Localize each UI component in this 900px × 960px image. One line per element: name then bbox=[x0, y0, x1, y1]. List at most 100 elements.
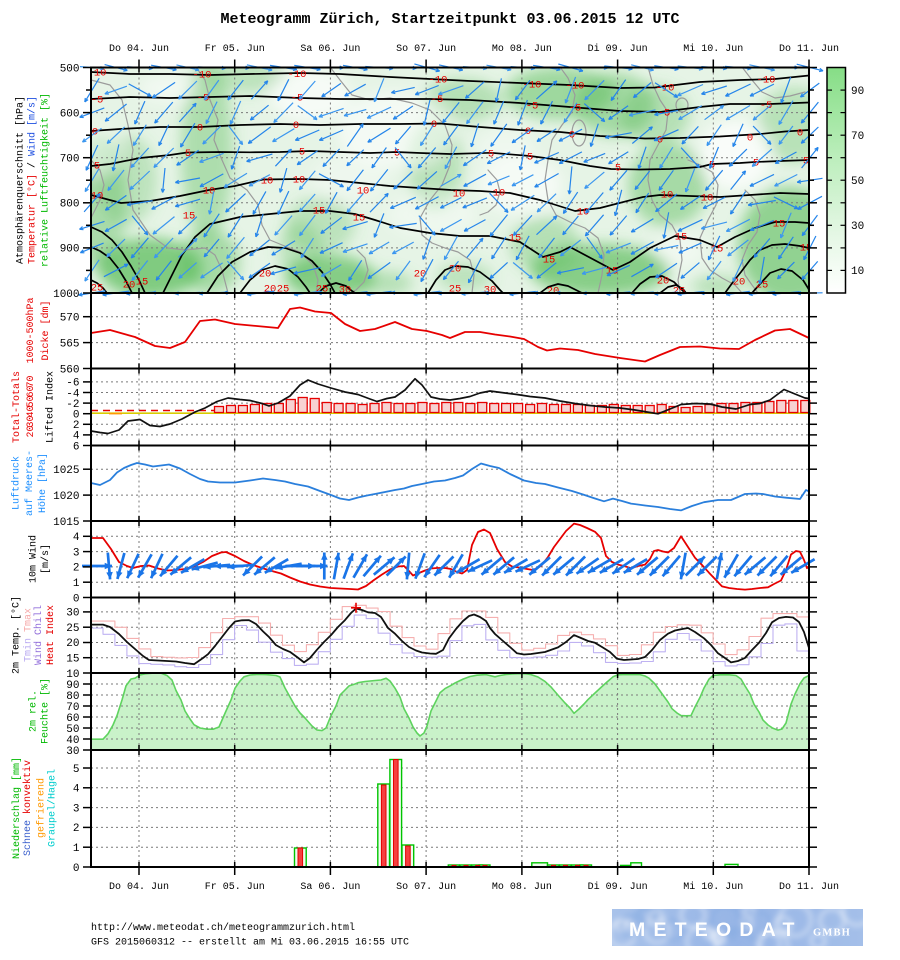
svg-text:Meteogramm Zürich, Startzeitpu: Meteogramm Zürich, Startzeitpunkt 03.06.… bbox=[220, 11, 679, 28]
svg-text:30: 30 bbox=[339, 285, 352, 297]
svg-text:50: 50 bbox=[66, 724, 79, 736]
svg-text:15: 15 bbox=[773, 219, 786, 231]
svg-text:0: 0 bbox=[569, 130, 575, 142]
svg-text:Luftdruck: Luftdruck bbox=[11, 456, 23, 510]
svg-text:5: 5 bbox=[803, 156, 809, 168]
svg-text:2m Temp. [°C]: 2m Temp. [°C] bbox=[11, 596, 23, 674]
svg-text:1025: 1025 bbox=[53, 465, 79, 477]
svg-text:Mo 08. Jun: Mo 08. Jun bbox=[492, 44, 552, 55]
svg-text:1015: 1015 bbox=[53, 517, 79, 529]
svg-text:Do 11. Jun: Do 11. Jun bbox=[779, 44, 839, 55]
svg-text:auf Meeres-: auf Meeres- bbox=[24, 450, 36, 516]
svg-text:gefrierend: gefrierend bbox=[36, 778, 48, 838]
svg-text:-10: -10 bbox=[429, 75, 448, 87]
svg-text:4: 4 bbox=[73, 784, 80, 796]
svg-text:0: 0 bbox=[431, 119, 437, 131]
svg-text:Tmin Tmax: Tmin Tmax bbox=[23, 608, 35, 662]
svg-text:10: 10 bbox=[661, 190, 674, 202]
svg-text:GMBH: GMBH bbox=[813, 928, 851, 939]
svg-text:25: 25 bbox=[316, 284, 329, 296]
svg-text:15: 15 bbox=[66, 654, 79, 666]
svg-text:METEODAT: METEODAT bbox=[629, 919, 803, 941]
svg-text:1: 1 bbox=[73, 843, 80, 855]
svg-text:0: 0 bbox=[73, 410, 80, 422]
svg-text:-2: -2 bbox=[66, 399, 79, 411]
svg-text:70: 70 bbox=[66, 702, 79, 714]
svg-text:15: 15 bbox=[313, 206, 326, 218]
svg-text:15: 15 bbox=[183, 211, 196, 223]
svg-text:500: 500 bbox=[60, 63, 80, 75]
svg-text:10: 10 bbox=[701, 193, 714, 205]
svg-text:600: 600 bbox=[60, 108, 80, 120]
svg-text:25: 25 bbox=[66, 623, 79, 635]
svg-text:-5: -5 bbox=[197, 93, 210, 105]
svg-text:-5: -5 bbox=[91, 95, 104, 107]
svg-text:Do 11. Jun: Do 11. Jun bbox=[779, 882, 839, 893]
svg-text:0: 0 bbox=[73, 863, 80, 875]
svg-text:6: 6 bbox=[73, 441, 80, 453]
svg-text:3: 3 bbox=[73, 803, 80, 815]
svg-text:700: 700 bbox=[60, 154, 80, 166]
svg-text:2: 2 bbox=[73, 563, 80, 575]
svg-text:10: 10 bbox=[493, 188, 506, 200]
svg-text:25: 25 bbox=[91, 283, 104, 295]
svg-text:3: 3 bbox=[73, 547, 80, 559]
svg-text:30: 30 bbox=[484, 285, 497, 297]
svg-text:Di 09. Jun: Di 09. Jun bbox=[588, 881, 648, 893]
svg-text:Niederschlag [mm]: Niederschlag [mm] bbox=[11, 757, 23, 859]
svg-text:Dicke [dm]: Dicke [dm] bbox=[40, 300, 52, 360]
svg-text:20: 20 bbox=[123, 280, 136, 292]
svg-text:-10: -10 bbox=[193, 70, 212, 82]
svg-text:50: 50 bbox=[851, 176, 864, 188]
svg-text:15: 15 bbox=[800, 243, 813, 255]
svg-text:20: 20 bbox=[259, 269, 272, 281]
svg-text:Mi 10. Jun: Mi 10. Jun bbox=[683, 43, 743, 55]
svg-text:-10: -10 bbox=[288, 69, 307, 81]
svg-text:So 07. Jun: So 07. Jun bbox=[396, 882, 456, 893]
svg-text:Schnee konvektiv: Schnee konvektiv bbox=[22, 760, 34, 856]
svg-text:5: 5 bbox=[94, 161, 100, 173]
svg-text:20: 20 bbox=[66, 638, 79, 650]
svg-text:1000-500hPa: 1000-500hPa bbox=[25, 297, 37, 363]
svg-text:-5: -5 bbox=[526, 101, 539, 113]
svg-text:Sa 06. Jun: Sa 06. Jun bbox=[300, 882, 360, 893]
svg-text:70: 70 bbox=[26, 375, 37, 387]
svg-text:565: 565 bbox=[60, 338, 80, 350]
svg-text:Sa 06. Jun: Sa 06. Jun bbox=[300, 44, 360, 55]
svg-text:40: 40 bbox=[26, 405, 37, 417]
svg-text:-10: -10 bbox=[566, 81, 585, 93]
svg-text:Mi 10. Jun: Mi 10. Jun bbox=[683, 881, 743, 893]
svg-text:5: 5 bbox=[615, 163, 621, 175]
svg-text:4: 4 bbox=[73, 431, 80, 443]
svg-text:Mo 08. Jun: Mo 08. Jun bbox=[492, 882, 552, 893]
svg-text:10: 10 bbox=[203, 186, 216, 198]
svg-text:relative Luftfeuchtigkeit [%]: relative Luftfeuchtigkeit [%] bbox=[40, 93, 52, 267]
svg-text:1020: 1020 bbox=[53, 491, 79, 503]
svg-text:[m/s]: [m/s] bbox=[40, 544, 52, 574]
svg-text:5: 5 bbox=[299, 147, 305, 159]
svg-text:5: 5 bbox=[488, 149, 494, 161]
svg-text:15: 15 bbox=[353, 213, 366, 225]
svg-text:-5: -5 bbox=[431, 94, 444, 106]
svg-text:10: 10 bbox=[293, 175, 306, 187]
svg-text:50: 50 bbox=[26, 395, 37, 407]
svg-text:0: 0 bbox=[197, 123, 203, 135]
svg-text:1: 1 bbox=[73, 578, 80, 590]
svg-text:Höhe [hPa]: Höhe [hPa] bbox=[37, 453, 49, 513]
svg-text:0: 0 bbox=[657, 135, 663, 147]
svg-text:30: 30 bbox=[66, 608, 79, 620]
svg-text:5: 5 bbox=[394, 148, 400, 160]
svg-text:20: 20 bbox=[449, 264, 462, 276]
svg-text:http://www.meteodat.ch/meteogr: http://www.meteodat.ch/meteogrammzurich.… bbox=[91, 922, 355, 934]
svg-text:10: 10 bbox=[453, 189, 466, 201]
svg-text:80: 80 bbox=[66, 691, 79, 703]
svg-text:10: 10 bbox=[851, 266, 864, 278]
svg-text:560: 560 bbox=[60, 364, 80, 376]
svg-text:0: 0 bbox=[293, 120, 299, 132]
svg-text:25: 25 bbox=[277, 284, 290, 296]
svg-text:Do 04. Jun: Do 04. Jun bbox=[109, 882, 169, 893]
svg-text:10m Wind: 10m Wind bbox=[28, 535, 40, 583]
svg-text:0: 0 bbox=[747, 133, 753, 145]
svg-text:Fr 05. Jun: Fr 05. Jun bbox=[205, 882, 265, 893]
svg-text:5: 5 bbox=[73, 764, 80, 776]
